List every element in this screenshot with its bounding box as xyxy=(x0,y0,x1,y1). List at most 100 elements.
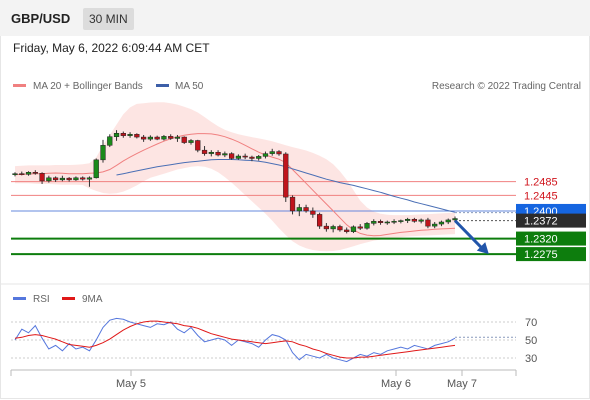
bullish-candle xyxy=(330,226,336,230)
bearish-candle xyxy=(228,153,235,159)
bullish-candle xyxy=(86,177,93,180)
last-price-box xyxy=(516,213,586,228)
bullish-candle xyxy=(452,218,458,221)
bullish-candle xyxy=(391,221,397,223)
bearish-candle xyxy=(337,226,343,231)
rsi-tick-label: 30 xyxy=(525,353,537,365)
bearish-candle xyxy=(310,210,316,215)
bullish-candle xyxy=(147,136,154,140)
bearish-candle xyxy=(19,173,25,175)
bullish-candle xyxy=(12,173,18,175)
bullish-candle xyxy=(364,223,370,229)
bullish-candle xyxy=(256,156,262,159)
ma50-legend-label: MA 50 xyxy=(175,81,204,92)
bearish-candle xyxy=(140,136,147,140)
bearish-candle xyxy=(283,153,289,198)
bearish-candle xyxy=(377,221,384,223)
bearish-candle xyxy=(303,207,309,212)
ma50-legend-swatch xyxy=(156,84,169,87)
bearish-candle xyxy=(425,219,431,227)
bullish-candle xyxy=(418,219,424,222)
bullish-candle xyxy=(73,177,79,181)
support-label: 1.2275 xyxy=(524,249,558,261)
bullish-candle xyxy=(398,220,404,222)
resistance-label: 1.2485 xyxy=(524,177,558,189)
rsi-line xyxy=(14,317,456,363)
ma20-legend-swatch xyxy=(13,84,26,87)
support-label: 1.2320 xyxy=(524,234,558,246)
bearish-candle xyxy=(411,218,418,222)
bearish-candle xyxy=(52,177,59,181)
resistance-label: 1.2445 xyxy=(524,190,558,202)
x-axis-tick-label: May 5 xyxy=(116,378,146,390)
bearish-candle xyxy=(215,151,221,156)
ma20-legend-label: MA 20 + Bollinger Bands xyxy=(33,81,143,92)
rsi-legend-label: RSI xyxy=(33,294,50,305)
bullish-candle xyxy=(174,136,181,139)
bearish-candle xyxy=(39,173,45,182)
bearish-candle xyxy=(168,136,174,139)
bearish-candle xyxy=(134,134,140,138)
rsi-legend-swatch xyxy=(13,297,26,300)
bearish-candle xyxy=(289,196,296,212)
bullish-candle xyxy=(432,223,438,227)
bearish-candle xyxy=(32,172,38,174)
x-axis: May 5 May 6 May 7 xyxy=(116,370,477,390)
bearish-candle xyxy=(66,177,72,181)
rsi-tick-label: 70 xyxy=(525,317,537,329)
bullish-candle xyxy=(445,219,451,223)
bullish-candle xyxy=(384,221,390,224)
ma9-legend-swatch xyxy=(62,297,75,300)
bearish-candle xyxy=(120,133,126,136)
support-label-box xyxy=(516,231,586,246)
bullish-candle xyxy=(350,226,357,232)
support-label-box xyxy=(516,247,586,262)
bearish-candle xyxy=(242,155,248,158)
datetime-label: Friday, May 6, 2022 6:09:44 AM CET xyxy=(13,41,210,55)
last-price-label: 1.2372 xyxy=(524,216,558,228)
rsi-tick-label: 50 xyxy=(525,335,537,347)
bullish-candle xyxy=(113,133,120,137)
bullish-candle xyxy=(161,136,167,140)
forecast-arrow-shaft xyxy=(453,219,484,251)
bullish-candle xyxy=(107,136,113,146)
bullish-candle xyxy=(269,151,275,154)
symbol-label: GBP/USD xyxy=(11,11,71,26)
forecast-arrow-head xyxy=(476,242,489,255)
copyright-label: Research © 2022 Trading Central xyxy=(432,81,581,92)
bullish-candle xyxy=(100,145,106,161)
rsi-panel: 70 50 30 xyxy=(11,317,537,365)
bearish-candle xyxy=(154,136,160,140)
bearish-candle xyxy=(80,177,86,180)
ma20-line xyxy=(14,133,456,237)
bullish-candle xyxy=(188,140,194,143)
bearish-candle xyxy=(357,226,363,229)
bullish-candle xyxy=(404,218,411,221)
bullish-candle xyxy=(222,153,228,156)
bullish-candle xyxy=(93,159,99,179)
bullish-candle xyxy=(127,134,133,136)
bearish-candle xyxy=(195,140,201,151)
bullish-candle xyxy=(296,207,302,212)
bullish-candle xyxy=(438,221,445,225)
bullish-candle xyxy=(262,153,269,157)
rsi-ma9-line xyxy=(14,320,456,359)
bollinger-band-area xyxy=(15,102,455,252)
bullish-candle xyxy=(59,177,66,181)
bullish-candle xyxy=(46,177,52,182)
bearish-candle xyxy=(316,214,323,227)
ma9-legend-label: 9MA xyxy=(82,294,103,305)
timeframe-button[interactable]: 30 MIN xyxy=(83,8,134,30)
bearish-candle xyxy=(201,149,208,154)
x-axis-tick-label: May 7 xyxy=(447,378,477,390)
bullish-candle xyxy=(25,172,32,175)
bullish-candle xyxy=(235,155,242,159)
bullish-candle xyxy=(208,151,214,154)
x-axis-tick-label: May 6 xyxy=(381,378,411,390)
bearish-candle xyxy=(181,136,187,143)
bullish-candle xyxy=(371,221,377,224)
header-bar: GBP/USD 30 MIN xyxy=(0,0,590,36)
bearish-candle xyxy=(344,229,350,232)
bearish-candle xyxy=(249,156,255,159)
